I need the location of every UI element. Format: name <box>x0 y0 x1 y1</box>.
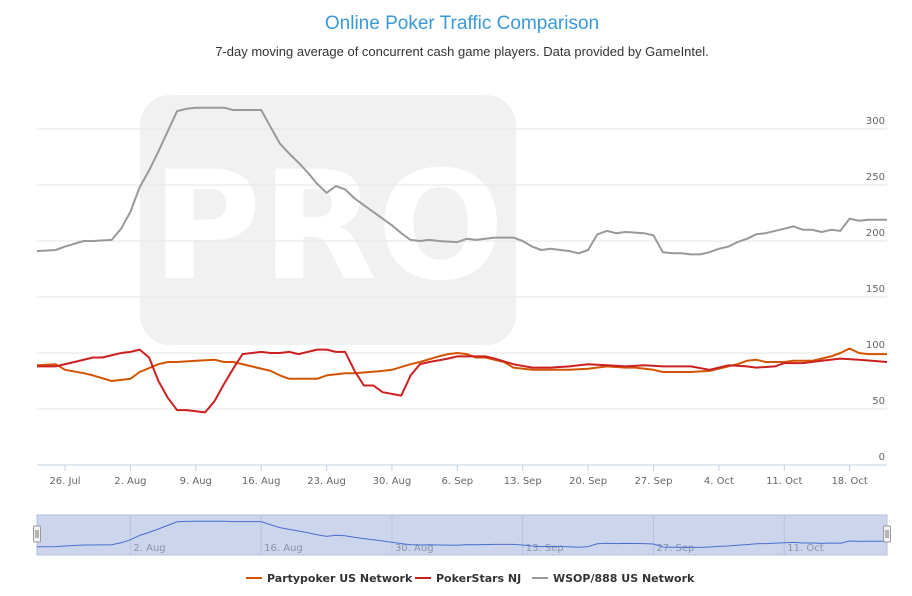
navigator-handle-left[interactable] <box>33 525 41 543</box>
navigator-handle-right[interactable] <box>883 525 891 543</box>
y-tick-label: 250 <box>866 172 885 183</box>
y-tick-label: 0 <box>879 452 885 463</box>
navigator-tick-label: 11. Oct <box>787 543 823 554</box>
legend-item-0[interactable]: Partypoker US Network <box>246 572 413 585</box>
y-tick-label: 100 <box>866 340 885 351</box>
x-tick-label: 16. Aug <box>242 476 281 487</box>
x-tick-label: 2. Aug <box>114 476 146 487</box>
plot-area: PRO 0 50 100 150 200 250 300 26. Jul 2. Aug 9. Aug… <box>36 95 888 487</box>
x-tick-label: 20. Sep <box>569 476 607 487</box>
y-tick-label: 200 <box>866 228 885 239</box>
navigator-tick-label: 13. Sep <box>526 543 564 554</box>
navigator-tick-label: 2. Aug <box>133 543 165 554</box>
watermark: PRO <box>140 95 516 345</box>
navigator-tick-label: 27. Sep <box>656 543 694 554</box>
series-line-2[interactable] <box>36 106 887 256</box>
x-tick-label: 18. Oct <box>831 476 867 487</box>
x-tick-label: 6. Sep <box>442 476 474 487</box>
navigator-handle-grip[interactable] <box>883 525 891 543</box>
watermark-badge <box>140 95 516 345</box>
legend-label: WSOP/888 US Network <box>553 572 695 585</box>
x-tick-label: 26. Jul <box>49 476 80 487</box>
chart-title: Online Poker Traffic Comparison <box>325 13 599 34</box>
series-line-1[interactable] <box>37 348 888 414</box>
y-tick-label: 150 <box>866 284 885 295</box>
x-tick-label: 9. Aug <box>180 476 212 487</box>
navigator-tick-label: 16. Aug <box>264 543 303 554</box>
navigator-series <box>36 520 887 548</box>
navigator-tick-label: 30. Aug <box>395 543 434 554</box>
x-tick-label: 27. Sep <box>635 476 673 487</box>
x-tick-label: 30. Aug <box>373 476 412 487</box>
legend: Partypoker US Network PokerStars NJ WSOP/8… <box>246 572 695 585</box>
y-tick-label: 50 <box>872 396 885 407</box>
watermark-text: PRO <box>152 140 505 314</box>
legend-item-1[interactable]: PokerStars NJ <box>415 572 521 585</box>
x-tick-label: 11. Oct <box>766 476 802 487</box>
navigator-handle-grip[interactable] <box>33 525 41 543</box>
x-tick-label: 23. Aug <box>307 476 346 487</box>
x-tick-label: 13. Sep <box>504 476 542 487</box>
legend-label: Partypoker US Network <box>267 572 413 585</box>
chart-subtitle: 7-day moving average of concurrent cash … <box>215 44 709 59</box>
navigator[interactable]: 2. Aug 16. Aug 30. Aug 13. Sep 27. Sep 11. Oc… <box>33 514 891 556</box>
legend-label: PokerStars NJ <box>436 572 521 585</box>
y-tick-label: 300 <box>866 116 885 127</box>
legend-item-2[interactable]: WSOP/888 US Network <box>532 572 695 585</box>
series-line-0[interactable] <box>36 347 887 382</box>
x-tick-label: 4. Oct <box>704 476 734 487</box>
